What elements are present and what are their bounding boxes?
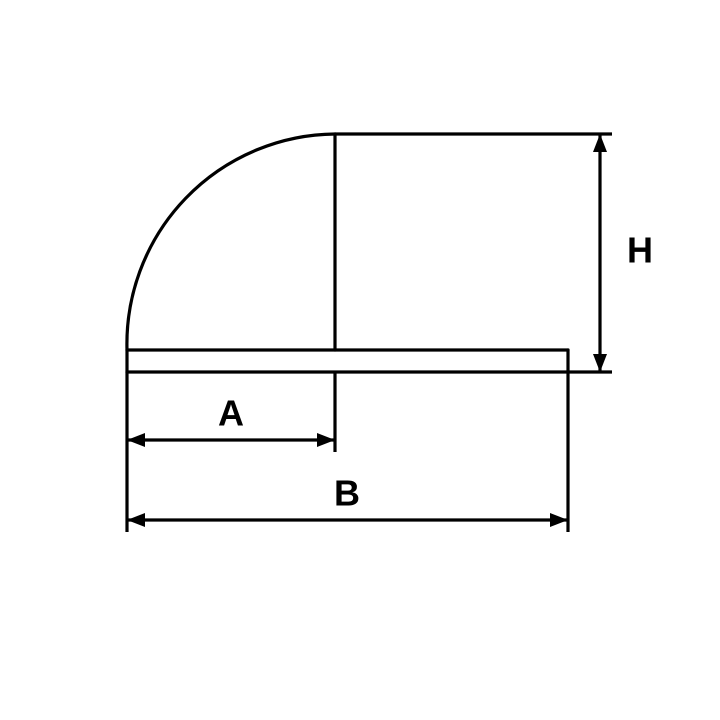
dim-b-label: B bbox=[334, 473, 360, 514]
bullnose-arc bbox=[127, 134, 335, 350]
dim-h-arrow-top bbox=[593, 134, 607, 152]
dim-h-label: H bbox=[627, 230, 653, 271]
dim-b-arrow-left bbox=[127, 513, 145, 527]
dim-a-label: A bbox=[218, 393, 244, 434]
dimension-diagram: H A B bbox=[0, 0, 720, 720]
dim-h-arrow-bottom bbox=[593, 354, 607, 372]
dim-a-arrow-left bbox=[127, 433, 145, 447]
dim-a-arrow-right bbox=[317, 433, 335, 447]
dim-b-arrow-right bbox=[550, 513, 568, 527]
